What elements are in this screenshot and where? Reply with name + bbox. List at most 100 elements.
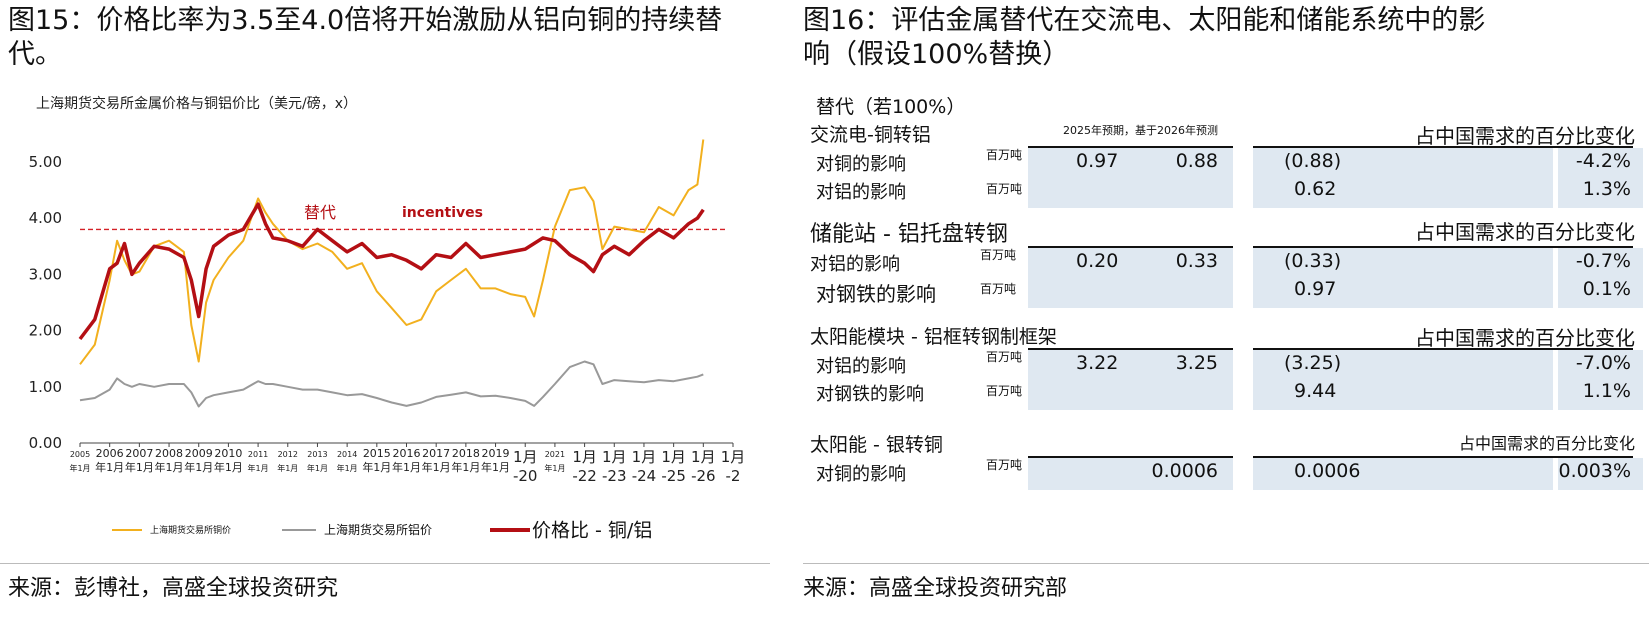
- x-tick-label: 年1月: [481, 460, 510, 474]
- cell-block-forecast: [1028, 458, 1233, 490]
- series-line-2: [78, 202, 705, 341]
- value-pct: 0.003%: [1558, 460, 1631, 482]
- y-tick-label: 0.00: [29, 434, 62, 452]
- section-title: 太阳能 - 银转铜: [810, 434, 943, 456]
- value-change: 0.62: [1294, 178, 1337, 200]
- cell-block-forecast: [1028, 148, 1233, 208]
- x-tick-label: 2006: [96, 447, 124, 460]
- value-2026: 3.25: [1175, 352, 1218, 374]
- x-tick-label: 1月: [602, 448, 627, 466]
- right-figure-title-line1: 图16：评估金属替代在交流电、太阳能和储能系统中的影: [803, 5, 1486, 36]
- value-2026: 0.0006: [1151, 460, 1218, 482]
- x-tick-label: 年1月: [95, 460, 124, 474]
- x-tick-label: 2012: [278, 450, 298, 459]
- x-tick-label: 2008: [155, 447, 183, 460]
- x-tick-label: 2013: [307, 450, 327, 459]
- x-tick-label: 1月: [513, 448, 538, 466]
- row-unit: 百万吨: [980, 248, 1017, 262]
- left-figure-title: 图15：价格比率为3.5至4.0倍将开始激励从铝向铜的持续替 代。: [8, 4, 788, 72]
- x-axis: 2005年1月2006年1月2007年1月2008年1月2009年1月2010年…: [69, 442, 746, 485]
- y-tick-label: 2.00: [29, 322, 62, 340]
- x-tick-label: 年1月: [125, 460, 154, 474]
- section-right-header: 占中国需求的百分比变化: [1415, 220, 1635, 244]
- section-line-mid: [1028, 246, 1233, 248]
- value-pct: -4.2%: [1575, 150, 1631, 172]
- cell-block-change: [1253, 148, 1553, 208]
- x-tick-label: 2019: [482, 447, 510, 460]
- section-line-mid: [1028, 348, 1233, 350]
- section-line-right: [1253, 146, 1633, 148]
- cell-block-change: [1253, 248, 1553, 308]
- x-tick-label: 年1月: [392, 460, 421, 474]
- section-right-header: 占中国需求的百分比变化: [1458, 434, 1635, 453]
- x-tick-label: 年1月: [544, 463, 565, 473]
- cell-block-forecast: [1028, 350, 1233, 410]
- cell-block-pct: [1558, 458, 1643, 490]
- x-tick-label: 年1月: [69, 463, 90, 473]
- legend: 上海期货交易所铜价 上海期货交易所铝价 价格比 - 铜/铝: [112, 520, 652, 542]
- x-tick-label: 2021: [545, 450, 565, 459]
- legend-copper-label: 上海期货交易所铜价: [150, 524, 231, 536]
- right-figure-title-line2: 响（假设100%替换）: [803, 39, 1070, 70]
- y-tick-label: 3.00: [29, 265, 62, 283]
- chart-title: 上海期货交易所金属价格与铜铝价比（美元/磅，x）: [36, 96, 358, 112]
- right-divider: [803, 563, 1649, 564]
- section-right-header: 占中国需求的百分比变化: [1415, 124, 1635, 148]
- y-tick-label: 4.00: [29, 209, 62, 227]
- cell-block-pct: [1558, 148, 1643, 208]
- row-unit: 百万吨: [986, 148, 1023, 162]
- cell-block-change: [1253, 458, 1553, 490]
- x-tick-label: 年1月: [155, 460, 184, 474]
- annotation-substitution: 替代: [304, 203, 336, 222]
- value-2026: 0.33: [1175, 250, 1218, 272]
- x-tick-label: 2018: [452, 447, 480, 460]
- x-tick-label: -22: [572, 467, 597, 485]
- series-line-1: [79, 360, 704, 408]
- x-tick-label: -26: [691, 467, 716, 485]
- x-tick-label: 1月: [572, 448, 597, 466]
- section-line-right: [1253, 246, 1633, 248]
- value-pct: 0.1%: [1582, 278, 1631, 300]
- value-change: 0.97: [1294, 278, 1337, 300]
- x-tick-label: -20: [513, 467, 538, 485]
- row-unit: 百万吨: [980, 282, 1017, 296]
- value-change: 9.44: [1294, 380, 1337, 402]
- cell-block-forecast: [1028, 248, 1233, 308]
- row-label: 对铜的影响: [816, 464, 906, 485]
- value-2025: 3.22: [1076, 352, 1119, 374]
- x-tick-label: 2009: [185, 447, 213, 460]
- right-source: 来源：高盛全球投资研究部: [803, 576, 1068, 601]
- x-tick-label: 年1月: [248, 463, 269, 473]
- x-tick-label: 2007: [125, 447, 153, 460]
- x-tick-label: 年1月: [451, 460, 480, 474]
- x-tick-label: 1月: [691, 448, 716, 466]
- section-line-mid: [1028, 456, 1233, 458]
- x-tick-label: -2: [726, 467, 741, 485]
- section-line-right: [1253, 456, 1633, 458]
- value-pct: -0.7%: [1575, 250, 1631, 272]
- column-header-forecast: 2025年预期，基于2026年预测: [1063, 124, 1218, 137]
- table-heading: 替代（若100%）: [816, 96, 966, 118]
- value-2025: 0.20: [1076, 250, 1119, 272]
- x-tick-label: 2016: [393, 447, 421, 460]
- x-tick-label: 2011: [248, 450, 268, 459]
- y-axis: 0.00 1.00 2.00 3.00 4.00 5.00: [29, 153, 62, 452]
- x-tick-label: 年1月: [184, 460, 213, 474]
- value-change: (0.33): [1284, 250, 1342, 272]
- row-unit: 百万吨: [986, 350, 1023, 364]
- y-tick-label: 1.00: [29, 378, 62, 396]
- value-change: (3.25): [1284, 352, 1342, 374]
- x-tick-label: 1月: [721, 448, 746, 466]
- legend-aluminium-label: 上海期货交易所铝价: [324, 522, 432, 537]
- section-title: 交流电-铜转铝: [810, 124, 931, 146]
- x-tick-label: 2017: [422, 447, 450, 460]
- value-pct: -7.0%: [1575, 352, 1631, 374]
- y-tick-label: 5.00: [29, 153, 62, 171]
- section-right-header: 占中国需求的百分比变化: [1415, 326, 1635, 350]
- section-line-mid: [1028, 146, 1233, 148]
- row-unit: 百万吨: [986, 182, 1023, 196]
- annotation-incentives: incentives: [402, 205, 483, 221]
- x-tick-label: -24: [632, 467, 657, 485]
- value-2025: 0.97: [1076, 150, 1119, 172]
- row-label: 对钢铁的影响: [816, 282, 936, 306]
